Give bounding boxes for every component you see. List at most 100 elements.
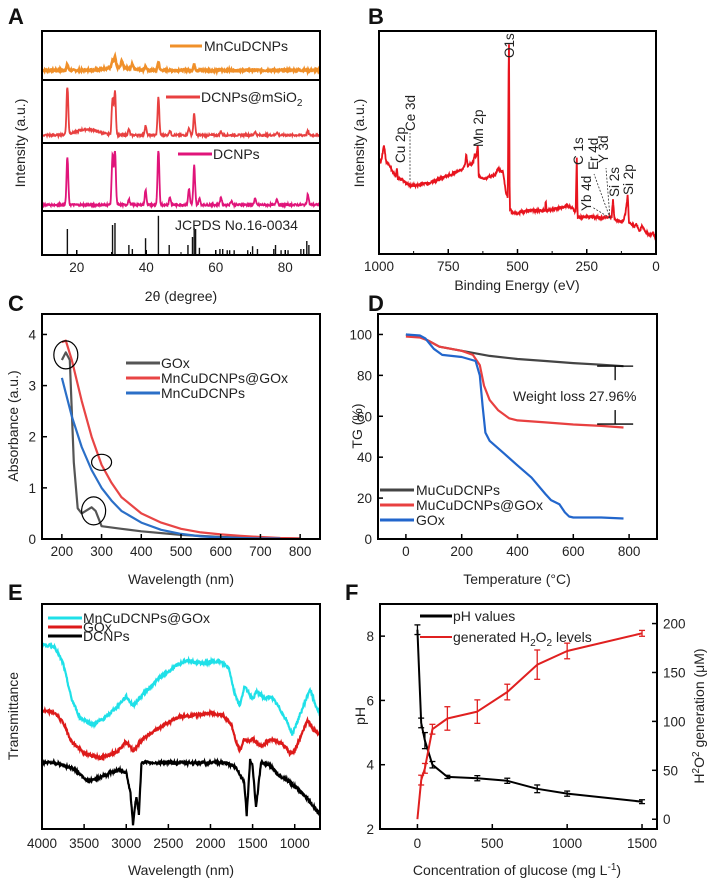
series-line-dcnps [41,757,322,826]
x-tick-label: 250 [575,259,598,274]
peak-pointer-er4d [593,173,611,219]
y-tick-label-right: 200 [663,617,686,632]
peak-label-si2s: Si 2s [607,167,622,197]
series-line-h2o2 [416,632,643,820]
y-axis-label: Transmittance [5,672,21,760]
x-tick-label: 600 [209,544,232,559]
x-tick-label: 300 [90,544,113,559]
x-tick-label: 800 [618,544,641,559]
series-line-mncudcnps [60,377,281,540]
x-tick-label: 80 [278,260,293,275]
y-tick-label: 3 [28,379,36,394]
x-tick-label: 0 [414,836,422,851]
x-tick-label: 3000 [111,836,141,851]
x-tick-label: 2000 [195,836,225,851]
series-line-mncudcnps-gox [40,641,322,736]
legend-label: GOx [83,619,112,635]
y-tick-label-right: 150 [663,665,686,680]
panel-letter-b: B [368,4,384,29]
legend-label-dcnps-msio2: DCNPs@mSiO2 [201,89,303,109]
series-line-mucudcnps [405,333,624,368]
series-line-dcnps-msio2 [41,87,321,140]
series-line-gox [41,706,322,762]
y-tick-label-right: 50 [663,763,678,778]
series-line-ph [416,629,643,803]
panel-a-xrd: 20 40 60 80 MnCuDCNPs DCNPs@mSiO2 DCNPs JCP… [12,30,321,304]
x-tick-label: 700 [249,544,272,559]
y-tick-label: 2 [28,430,36,445]
x-tick-label: 0 [402,544,410,559]
y-tick-label: 1 [28,481,36,496]
y-tick-label-left: 2 [366,822,374,837]
x-tick-label: 200 [51,544,74,559]
y-tick-label: 0 [28,532,36,547]
x-tick-label: 4000 [27,836,57,851]
reference-label: JCPDS No.16-0034 [175,217,298,233]
y-tick-label: 20 [357,491,372,506]
series-line-gox [405,333,624,520]
legend-label: MuCuDCNPs [416,482,500,498]
x-tick-label: 1000 [364,259,394,274]
legend-label: DCNPs [83,628,130,644]
highlight-circle [53,340,79,370]
x-tick-label: 1000 [552,836,582,851]
x-tick-label: 500 [506,259,529,274]
panel-c-uv-vis: 200 300 400 500 600 700 800 0 1 2 3 4 GOxMnCuDCNPs@… [5,313,321,587]
y-axis-label: TG (%) [349,403,365,448]
series-line-mncudcnps [41,51,321,77]
peak-label-si2p: Si 2p [621,164,636,195]
series-line-mncudcnps-gox [61,339,301,540]
panel-f-frame [379,603,658,830]
y-tick-label-left: 4 [366,758,374,773]
x-axis-label: 2θ (degree) [145,288,217,304]
x-axis-label: Binding Energy (eV) [454,277,579,293]
x-tick-label: 400 [130,544,153,559]
highlight-circle [90,453,113,471]
legend-label-h2o2: generated H2O2 levels [453,629,592,649]
x-tick-label: 1500 [627,836,657,851]
legend-label-mncudcnps: MnCuDCNPs [204,38,288,54]
x-tick-label: 500 [170,544,193,559]
xps-spectrum-line [378,44,657,242]
x-tick-label: 20 [69,260,84,275]
y-tick-label: 100 [349,327,372,342]
x-tick-label: 3500 [69,836,99,851]
y-tick-label-right: 0 [663,812,671,827]
y-axis-label: Intensity (a.u.) [351,99,367,188]
legend-label: GOx [161,355,190,371]
peak-label-y3d: Y 3d [596,135,611,163]
weight-loss-annotation: Weight loss 27.96% [513,388,636,404]
x-tick-label: 1500 [238,836,268,851]
y-tick-label: 60 [357,409,372,424]
panel-letter-e: E [8,580,23,605]
panel-f-ph-h2o2: 0 500 1000 1500 2 4 6 8 0 50 100 150 200 pH values ge… [352,603,707,878]
y-axis-label-right: H2O2 generation (μM) [691,648,707,783]
x-axis-label: Wavelength (nm) [128,571,234,587]
x-tick-label: 750 [437,259,460,274]
x-tick-label: 40 [139,260,154,275]
peak-label-cu2p: Cu 2p [393,127,408,163]
x-tick-label: 800 [289,544,312,559]
panel-e-ftir: 4000 3500 3000 2500 2000 1500 1000 MnCuDCNPs@G… [5,603,322,878]
y-tick-label-left: 6 [366,693,374,708]
legend-label: MnCuDCNPs [161,385,245,401]
x-axis-label: Concentration of glucose (mg L-1) [413,862,621,878]
panel-e-frame [41,603,321,830]
legend-label-dcnps: DCNPs [213,146,260,162]
x-tick-label: 0 [652,259,660,274]
panel-letter-d: D [368,291,384,316]
panel-b-xps: 1000 750 500 250 0 Intensity (a.u.) Binding … [351,30,660,293]
y-tick-label: 40 [357,450,372,465]
x-tick-label: 2500 [153,836,183,851]
peak-label-yb4d: Yb 4d [579,176,594,211]
y-axis-label: Absorbance (a.u.) [5,370,21,481]
y-tick-label-left: 8 [366,629,374,644]
panel-c-frame [41,313,321,540]
x-tick-label: 400 [506,544,529,559]
panel-letter-f: F [345,580,358,605]
y-axis-label: Intensity (a.u.) [12,99,28,188]
series-line-mucudcnps-gox [405,335,624,429]
peak-pointer-yb4d [591,206,611,219]
x-tick-label: 200 [450,544,473,559]
legend-label: GOx [416,512,445,528]
